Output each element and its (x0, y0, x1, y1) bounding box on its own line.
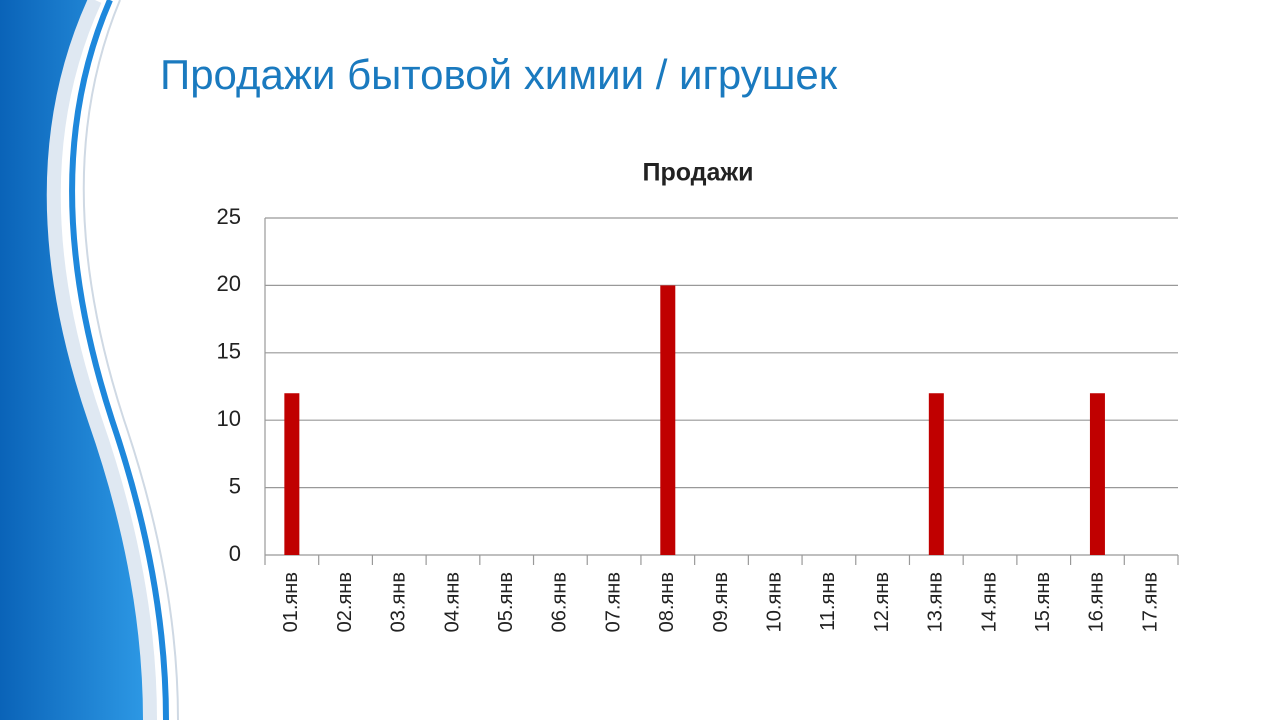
x-tick-label: 05.янв (495, 572, 517, 632)
bar (1089, 393, 1105, 555)
x-tick-label: 09.янв (710, 572, 732, 632)
x-tick-label: 06.янв (549, 572, 571, 632)
y-tick-label: 20 (217, 271, 241, 296)
x-tick-label: 02.янв (334, 572, 356, 632)
x-tick-label: 10.янв (763, 572, 785, 632)
x-tick-label: 11.янв (817, 572, 839, 631)
y-tick-label: 10 (217, 406, 241, 431)
bar (284, 393, 300, 555)
y-tick-label: 25 (217, 204, 241, 229)
bar (660, 285, 676, 555)
slide-title: Продажи бытовой химии / игрушек (160, 51, 838, 98)
x-tick-label: 14.янв (978, 572, 1000, 632)
x-tick-label: 04.янв (441, 572, 463, 632)
x-tick-label: 08.янв (656, 572, 678, 632)
x-tick-label: 16.янв (1086, 572, 1108, 632)
x-tick-label: 12.янв (871, 572, 893, 632)
x-tick-label: 03.янв (388, 572, 410, 632)
y-tick-label: 15 (217, 339, 241, 364)
decoration (0, 0, 179, 720)
x-tick-label: 01.янв (280, 572, 302, 632)
x-tick-label: 07.янв (602, 572, 624, 632)
x-tick-label: 13.янв (925, 572, 947, 632)
x-tick-label: 15.янв (1032, 572, 1054, 632)
x-tick-label: 17.янв (1139, 572, 1161, 632)
bar (928, 393, 944, 555)
chart-title: Продажи (642, 159, 753, 187)
y-tick-label: 0 (229, 541, 241, 566)
y-tick-label: 5 (229, 473, 241, 498)
